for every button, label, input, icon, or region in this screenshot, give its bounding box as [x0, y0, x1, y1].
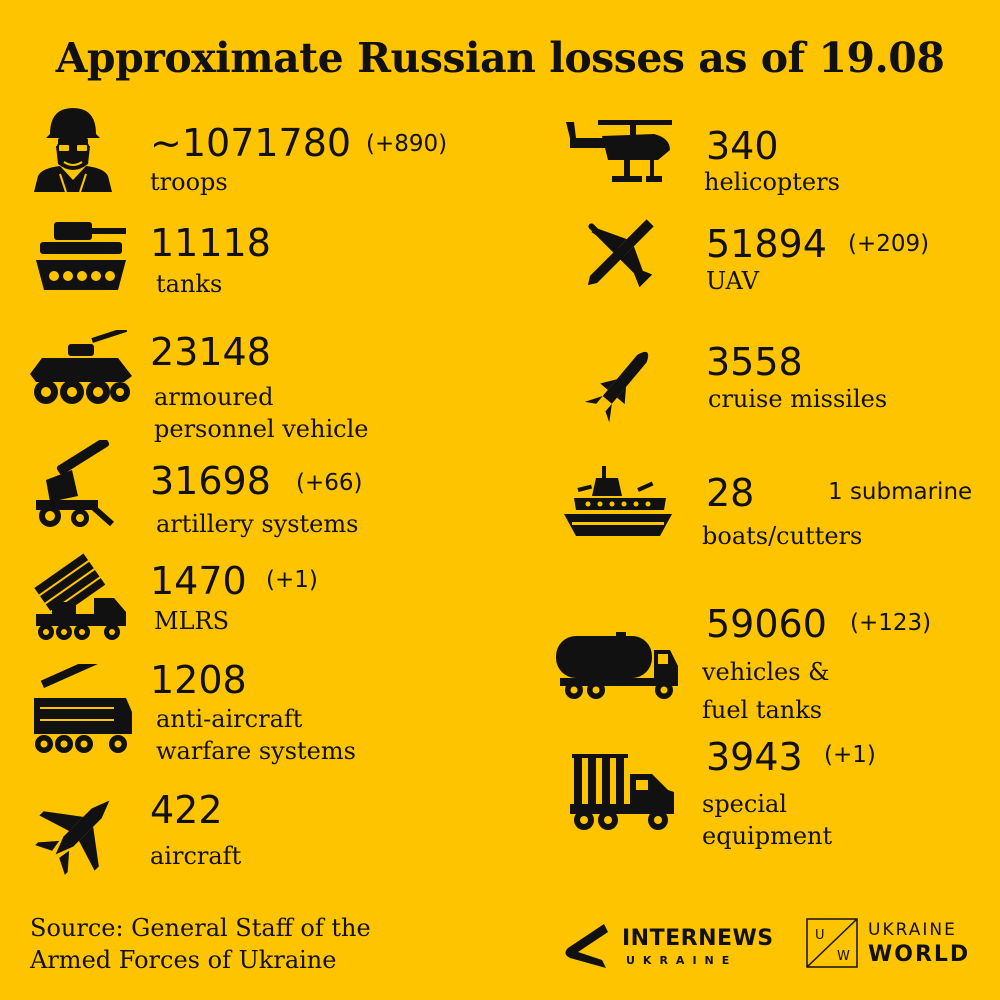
mlrs-value: 1470	[150, 559, 247, 603]
special-value: 3943	[706, 735, 803, 779]
svg-text:U: U	[815, 928, 825, 943]
artillery-icon	[32, 440, 116, 530]
uav-value: 51894	[706, 222, 827, 266]
boats-value: 28	[706, 471, 755, 515]
source-note: Source: General Staff of the Armed Force…	[30, 914, 371, 974]
uav-delta: (+209)	[848, 231, 930, 257]
armoured-vehicle-icon	[28, 330, 134, 406]
fuel-value: 59060	[706, 602, 827, 646]
internews-logo[interactable]: INTERNEWS UKRAINE	[560, 918, 780, 974]
svg-text:W: W	[837, 949, 850, 964]
mlrs-label: MLRS	[154, 607, 230, 635]
uw-line2: WORLD	[868, 942, 971, 967]
special-delta: (+1)	[824, 742, 876, 768]
artillery-value: 31698	[150, 459, 271, 503]
anti-aircraft-icon	[30, 664, 134, 756]
uav-label: UAV	[706, 267, 759, 295]
soldier-icon	[30, 102, 116, 192]
cruise-missiles-value: 3558	[706, 340, 803, 384]
helicopters-label: helicopters	[704, 168, 840, 196]
drone-icon	[572, 208, 666, 300]
uw-mark-icon: U W	[806, 918, 858, 968]
cruise-missiles-label: cruise missiles	[708, 385, 888, 413]
artillery-delta: (+66)	[296, 470, 363, 496]
fighter-jet-icon	[34, 786, 124, 876]
artillery-label: artillery systems	[156, 510, 359, 538]
fuel-label: vehicles & fuel tanks	[702, 658, 830, 724]
aircraft-label: aircraft	[150, 842, 242, 870]
anti-aircraft-label: anti-aircraft warfare systems	[156, 705, 356, 765]
page-title: Approximate Russian losses as of 19.08	[55, 34, 945, 82]
troops-value: ~1071780	[150, 121, 352, 165]
ukraine-world-logo[interactable]: U W UKRAINE WORLD	[806, 918, 976, 970]
tanks-value: 11118	[150, 221, 271, 265]
internews-wordmark: INTERNEWS	[622, 926, 774, 951]
apc-label: armoured personnel vehicle	[154, 383, 369, 443]
tank-icon	[32, 214, 130, 294]
internews-subtitle: UKRAINE	[626, 954, 738, 967]
uw-line1: UKRAINE	[868, 920, 957, 940]
boats-note: 1 submarine	[828, 479, 973, 505]
cruise-missile-icon	[582, 336, 666, 424]
helicopters-value: 340	[706, 124, 779, 168]
mlrs-icon	[32, 546, 130, 642]
tanks-label: tanks	[156, 270, 223, 298]
boats-label: boats/cutters	[702, 522, 863, 550]
troops-delta: (+890)	[366, 131, 448, 157]
troops-label: troops	[150, 168, 228, 196]
mlrs-delta: (+1)	[266, 567, 318, 593]
special-truck-icon	[568, 752, 676, 832]
special-label: special equipment	[702, 790, 833, 850]
fuel-truck-icon	[554, 630, 680, 700]
warship-icon	[562, 464, 674, 542]
helicopter-icon	[562, 116, 674, 192]
fuel-delta: (+123)	[850, 610, 932, 636]
aircraft-value: 422	[150, 788, 223, 832]
anti-aircraft-value: 1208	[150, 658, 247, 702]
apc-value: 23148	[150, 330, 271, 374]
internews-swoosh-icon	[560, 920, 612, 970]
